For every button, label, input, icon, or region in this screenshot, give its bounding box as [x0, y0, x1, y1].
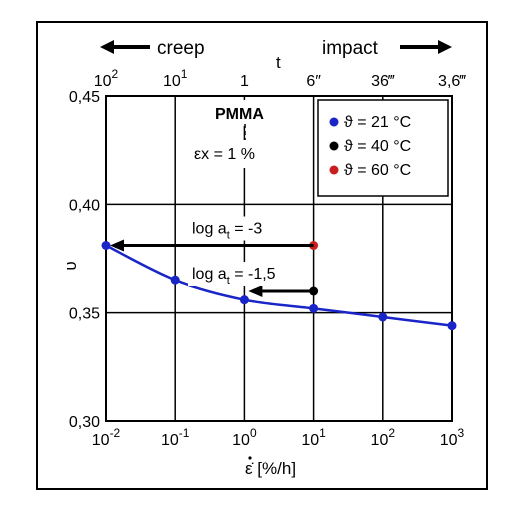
- top-tick-label: 3,6‴: [438, 73, 466, 90]
- x-tick-label: 10-2: [92, 426, 121, 449]
- x-tick-label: 103: [440, 426, 465, 449]
- legend-label: ϑ = 40 °C: [344, 138, 411, 155]
- top-tick-label: 1: [240, 73, 249, 90]
- annotation-text-bg: [188, 216, 292, 241]
- creep-arrow-head: [100, 40, 114, 54]
- annotation-text: log at = -1,5: [192, 266, 276, 287]
- x-tick-label: 10-1: [161, 426, 190, 449]
- legend-marker: [329, 117, 339, 127]
- top-tick-label: 101: [163, 67, 188, 90]
- annotation-arrow-head: [110, 239, 124, 252]
- y-tick-label: 0,35: [69, 306, 100, 323]
- title-bg: [206, 100, 282, 126]
- creep-label: creep: [157, 38, 205, 59]
- plot-frame: [105, 95, 453, 422]
- annotation-text: log at = -3: [192, 221, 262, 242]
- chart-subtitle: εx = 1 %: [194, 146, 255, 163]
- annotation-text-bg: [188, 262, 306, 286]
- top-tick-label: 102: [94, 67, 119, 90]
- series-point: [101, 241, 111, 250]
- series-point: [309, 303, 319, 313]
- legend-box: [317, 99, 449, 197]
- top-axis: creep impact t 102 101 1 6″ 36‴ 3,6‴: [94, 38, 467, 90]
- legend: ϑ = 21 °C ϑ = 40 °C ϑ = 60 °C: [317, 99, 449, 197]
- x-axis-label: ε̇ [%/h]: [245, 456, 296, 478]
- x-tick-label: 101: [301, 426, 326, 449]
- top-axis-label: t: [276, 53, 281, 72]
- legend-marker: [329, 141, 339, 151]
- x-axis-label-text: ε̇ [%/h]: [245, 459, 296, 478]
- impact-arrow-head: [438, 40, 452, 54]
- y-tick-label: 0,40: [69, 197, 100, 214]
- series-point: [378, 312, 388, 322]
- figure-frame: [36, 21, 488, 490]
- x-tick-label: 102: [371, 426, 396, 449]
- y-axis: 0,30 0,35 0,40 0,45: [69, 89, 100, 431]
- y-axis-label: υ: [61, 261, 80, 270]
- top-tick-label: 36‴: [371, 73, 395, 90]
- top-tick-label: 6″: [306, 73, 321, 90]
- x-tick-label: 100: [232, 426, 257, 449]
- x-axis: 10-2 10-1 100 101 102 103: [92, 426, 465, 449]
- legend-marker: [329, 165, 339, 175]
- impact-label: impact: [322, 38, 379, 59]
- y-tick-label: 0,30: [69, 414, 100, 431]
- x-axis-label-dot: [248, 456, 252, 460]
- series-point: [239, 295, 249, 305]
- legend-label: ϑ = 21 °C: [344, 114, 411, 131]
- legend-label: ϑ = 60 °C: [344, 162, 411, 179]
- subtitle-bg: [190, 140, 294, 168]
- series-point: [447, 321, 457, 331]
- annotation-arrow-head: [248, 285, 263, 297]
- y-tick-label: 0,45: [69, 89, 100, 106]
- series-line: [105, 244, 453, 327]
- chart-title: PMMA: [215, 106, 264, 123]
- series-point: [170, 275, 180, 285]
